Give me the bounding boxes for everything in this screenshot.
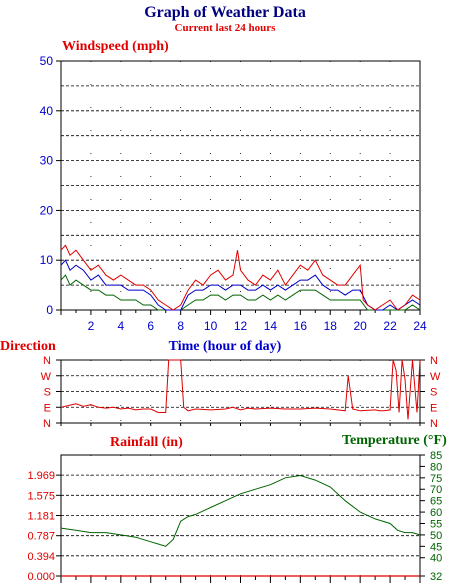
y-tick-label: N <box>43 355 51 367</box>
windspeed-ylabel: Windspeed (mph) <box>62 39 169 54</box>
y-tick-label: 40 <box>40 104 54 118</box>
x-tick-label: 4 <box>117 319 124 333</box>
x-tick-label: 18 <box>324 319 338 333</box>
direction-series-line <box>60 359 421 420</box>
windspeed-series-line <box>60 274 421 311</box>
y-tick-label-right: N <box>430 418 438 430</box>
x-tick-label: 8 <box>177 319 184 333</box>
x-tick-label: 2 <box>88 319 95 333</box>
y-tick-label-right: W <box>430 371 441 383</box>
x-tick-label: 22 <box>383 319 397 333</box>
direction-ylabel: Direction <box>0 339 56 354</box>
chart-subtitle: Current last 24 hours <box>175 22 277 34</box>
temperature-tick-label: 32 <box>430 571 442 583</box>
y-tick-label: 30 <box>40 154 54 168</box>
y-tick-label: 50 <box>40 54 54 68</box>
y-tick-label-right: E <box>430 402 437 414</box>
y-tick-label: S <box>44 387 51 399</box>
temperature-tick-label: 40 <box>430 553 442 565</box>
y-tick-label: 10 <box>40 253 54 267</box>
y-tick-label: 20 <box>40 203 54 217</box>
time-xlabel: Time (hour of day) <box>169 339 282 354</box>
y-tick-label-right: S <box>430 387 437 399</box>
y-tick-label: W <box>41 371 52 383</box>
temperature-tick-label: 60 <box>430 507 442 519</box>
rain-temperature-panel: 0.000 0.394 0.787 1.181 1.575 1.969 32 40455055… <box>27 450 442 583</box>
y-tick-label-right: N <box>430 355 438 367</box>
y-tick-label: 0 <box>46 303 53 317</box>
rainfall-tick-label: 1.575 <box>27 490 55 502</box>
windspeed-series-line <box>60 259 421 311</box>
temperature-tick-label: 50 <box>430 530 442 542</box>
x-tick-label: 20 <box>353 319 367 333</box>
rainfall-tick-label: 0.000 <box>27 571 55 583</box>
y-tick-label: E <box>44 402 51 414</box>
x-tick-label: 16 <box>294 319 308 333</box>
x-tick-label: 10 <box>204 319 218 333</box>
rainfall-tick-label: 0.394 <box>27 551 55 563</box>
x-tick-label: 14 <box>264 319 278 333</box>
rainfall-ylabel: Rainfall (in) <box>110 435 183 450</box>
rainfall-tick-label: 0.787 <box>27 531 55 543</box>
windspeed-series-line <box>60 244 421 311</box>
temperature-ylabel: Temperature (°F) <box>342 433 447 448</box>
temperature-tick-label: 65 <box>430 496 442 508</box>
temperature-tick-label: 70 <box>430 484 442 496</box>
x-tick-label: 6 <box>147 319 154 333</box>
temperature-tick-label: 75 <box>430 473 442 485</box>
temperature-tick-label: 45 <box>430 541 442 553</box>
x-tick-label: 12 <box>234 319 248 333</box>
chart-title: Graph of Weather Data <box>144 4 306 21</box>
rainfall-tick-label: 1.969 <box>27 470 55 482</box>
temperature-tick-label: 80 <box>430 461 442 473</box>
temperature-tick-label: 55 <box>430 518 442 530</box>
temperature-series-line <box>60 474 421 547</box>
temperature-tick-label: 85 <box>430 450 442 462</box>
rainfall-tick-label: 1.181 <box>27 511 55 523</box>
y-tick-label: N <box>43 418 51 430</box>
x-tick-label: 24 <box>413 319 427 333</box>
